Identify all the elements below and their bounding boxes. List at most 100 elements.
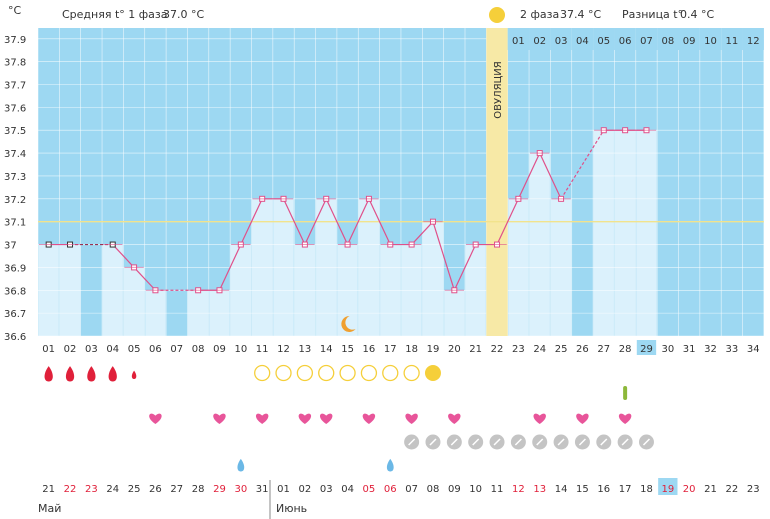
- phase2-day: 04: [576, 36, 589, 47]
- phase2-day: 03: [555, 36, 568, 47]
- pill-icon-line: [578, 438, 586, 446]
- temp-segment: [517, 152, 541, 200]
- phase2-day-cell: [529, 28, 551, 50]
- y-tick-label: 37.7: [4, 81, 26, 92]
- cycle-day: 32: [704, 344, 717, 355]
- chart-header: °C Средняя t° 1 фаза 37.0 °C 2 фаза 37.4…: [8, 0, 770, 28]
- diff-label: Разница t°: [622, 8, 683, 21]
- calendar-date: 27: [170, 484, 183, 495]
- phase2-day-cell: [614, 28, 636, 50]
- heart-icon: [618, 413, 632, 424]
- calendar-date: 08: [427, 484, 440, 495]
- cycle-day: 21: [469, 344, 482, 355]
- month-labels: Май Июнь: [38, 480, 307, 519]
- heart-icon: [149, 413, 162, 424]
- day-bar: [636, 130, 657, 336]
- temp-segment: [304, 198, 327, 245]
- pill-icon-line: [536, 438, 544, 446]
- y-tick-label: 36.9: [4, 263, 26, 274]
- calendar-date: 04: [341, 484, 354, 495]
- pill-icon-line: [621, 438, 629, 446]
- cycle-day: 14: [320, 344, 333, 355]
- y-tick-label: 37.5: [4, 126, 26, 137]
- sun-circle-icon: [424, 365, 441, 381]
- calendar-date: 25: [128, 484, 141, 495]
- temp-segment: [282, 198, 306, 245]
- phase2-day: 01: [512, 36, 525, 47]
- phase2-day-cell: [550, 28, 572, 50]
- phase2-day: 12: [747, 36, 760, 47]
- heart-icon: [533, 413, 546, 424]
- phase2-day-cell: [593, 28, 615, 50]
- calendar-date: 09: [448, 484, 461, 495]
- phase2-day-numbers: 01 02 03 04 05 06 07 08 09 10 11 12: [507, 28, 764, 50]
- calendar-date: 06: [384, 484, 397, 495]
- phase2-day: 06: [619, 36, 632, 47]
- calendar-date: 14: [555, 484, 568, 495]
- ovulation-label: ОВУЛЯЦИЯ: [493, 61, 504, 119]
- y-axis-labels: 36.6 36.7 36.8 36.9 37 37.1 37.2 37.3 37.4 37.5 37…: [4, 35, 26, 343]
- phase2-day-cell: [657, 28, 679, 50]
- temp-segment: [218, 244, 242, 291]
- phase2-day: 05: [597, 36, 610, 47]
- calendar-date: 17: [619, 484, 632, 495]
- temp-segment: [347, 198, 370, 245]
- cycle-day: 03: [85, 344, 98, 355]
- open-circle-icon: [318, 364, 335, 382]
- open-circle-icon: [275, 364, 292, 382]
- calendar-date: 24: [106, 484, 119, 495]
- phase1-value: 37.0 °C: [163, 8, 204, 21]
- y-tick-label: 37.6: [4, 103, 26, 114]
- calendar-date: 21: [42, 484, 55, 495]
- open-circle-icon: [339, 364, 356, 382]
- heart-icon: [319, 413, 333, 424]
- calendar-date: 23: [85, 484, 98, 495]
- moon-icon: [341, 315, 356, 332]
- cycle-day: 20: [448, 344, 461, 355]
- open-circle-icon: [296, 364, 314, 382]
- cycle-day-labels: 01 02 03 04 05 06 07 08 09 10 11 12 13 14 15 16 17 18 19 20…: [42, 340, 760, 355]
- cycle-day: 06: [149, 344, 162, 355]
- y-tick-label: 37.1: [4, 218, 26, 229]
- pill-icon-line: [408, 438, 416, 446]
- open-circle-icon: [382, 364, 399, 382]
- open-circle-icon: [403, 364, 420, 382]
- calendar-date: 11: [491, 484, 504, 495]
- calendar-date: 16: [597, 484, 610, 495]
- calendar-date: 20: [683, 484, 696, 495]
- calendar-date: 18: [640, 484, 653, 495]
- cycle-day: 30: [661, 344, 674, 355]
- blood-drop-icon: [108, 366, 117, 382]
- cycle-day: 02: [64, 344, 77, 355]
- month-june: Июнь: [276, 502, 307, 515]
- phase2-day-cell: [678, 28, 700, 50]
- cycle-day: 11: [256, 344, 269, 355]
- calendar-date: 19: [661, 484, 674, 495]
- day-bar: [422, 221, 444, 336]
- calendar-date: 22: [726, 484, 739, 495]
- cycle-day: 31: [683, 344, 696, 355]
- temp-segment: [453, 244, 477, 291]
- temp-segment: [411, 221, 434, 245]
- blood-drop-icon: [87, 366, 96, 382]
- pill-icon-line: [450, 438, 458, 446]
- pill-icon-line: [493, 438, 501, 446]
- calendar-date: 26: [149, 484, 162, 495]
- calendar-date: 10: [469, 484, 482, 495]
- cycle-day: 26: [576, 344, 589, 355]
- cycle-day: 10: [234, 344, 247, 355]
- calendar-date: 22: [64, 484, 77, 495]
- blood-drop-icon: [65, 366, 75, 382]
- phase2-day: 09: [683, 36, 696, 47]
- cycle-day: 05: [128, 344, 141, 355]
- heart-icon: [448, 413, 461, 424]
- open-circle-icon: [254, 364, 271, 382]
- phase2-day-cell: [635, 28, 658, 50]
- highlight-day-box: [636, 340, 657, 355]
- calendar-date: 28: [192, 484, 205, 495]
- calendar-date: 03: [320, 484, 333, 495]
- pill-icon-line: [472, 438, 480, 446]
- phase2-day-cell: [571, 28, 594, 50]
- pill-icon-line: [514, 438, 522, 446]
